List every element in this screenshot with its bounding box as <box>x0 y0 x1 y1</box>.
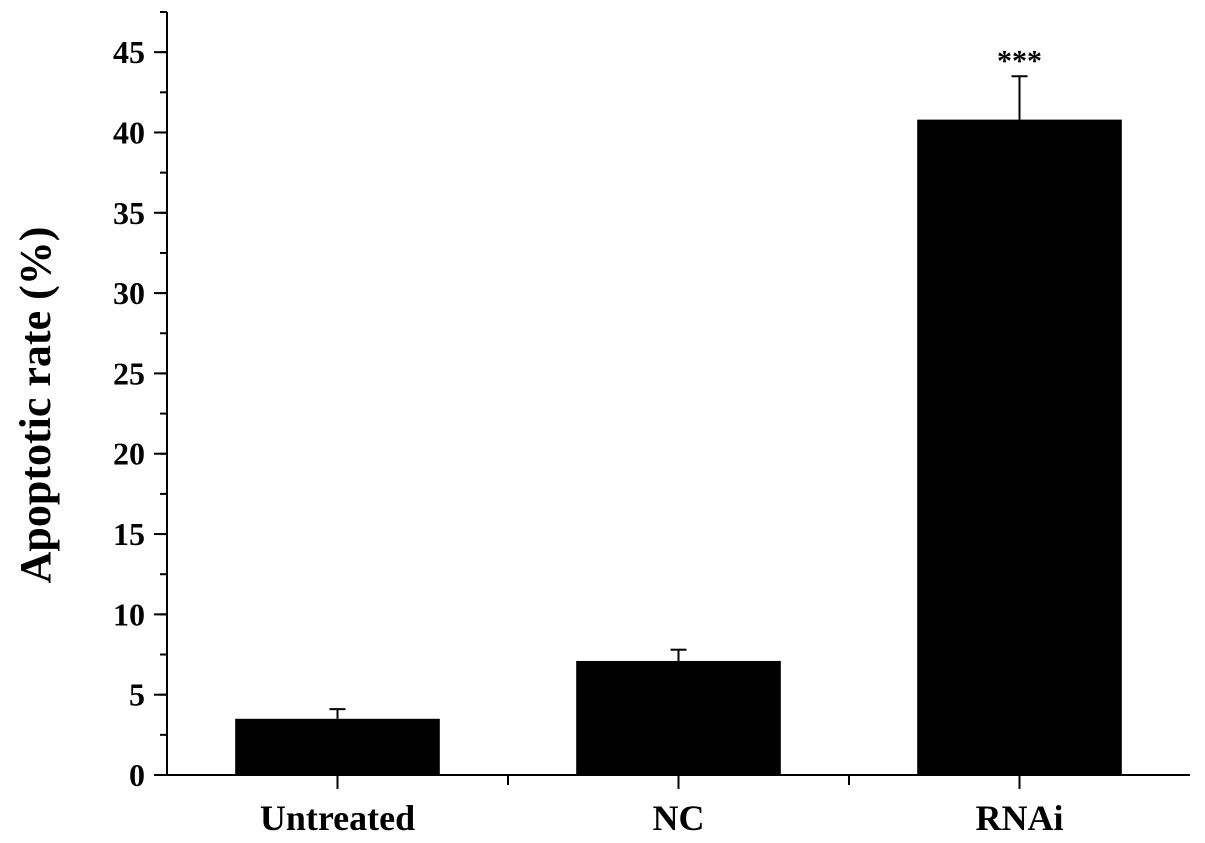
y-tick-label: 25 <box>113 355 145 391</box>
y-tick-label: 35 <box>113 195 145 231</box>
bar-untreated <box>235 718 440 775</box>
y-tick-label: 10 <box>113 596 145 632</box>
y-tick-label: 20 <box>113 436 145 472</box>
bar-nc <box>576 660 781 775</box>
y-tick-label: 45 <box>113 34 145 70</box>
y-tick-label: 15 <box>113 516 145 552</box>
bar-rnai <box>917 119 1122 775</box>
y-tick-label: 5 <box>129 677 145 713</box>
plot-area: 0 5 10 15 20 25 30 35 40 45 Untreated NC *** RNAi <box>113 11 1190 838</box>
y-tick-label: 0 <box>129 757 145 793</box>
y-tick-label: 30 <box>113 275 145 311</box>
x-tick-label: NC <box>653 798 705 838</box>
significance-label: *** <box>997 44 1042 77</box>
y-tick-label: 40 <box>113 114 145 150</box>
x-tick-label: RNAi <box>976 798 1064 838</box>
y-axis-title: Apoptotic rate (%) <box>11 227 60 584</box>
x-tick-label: Untreated <box>260 798 415 838</box>
